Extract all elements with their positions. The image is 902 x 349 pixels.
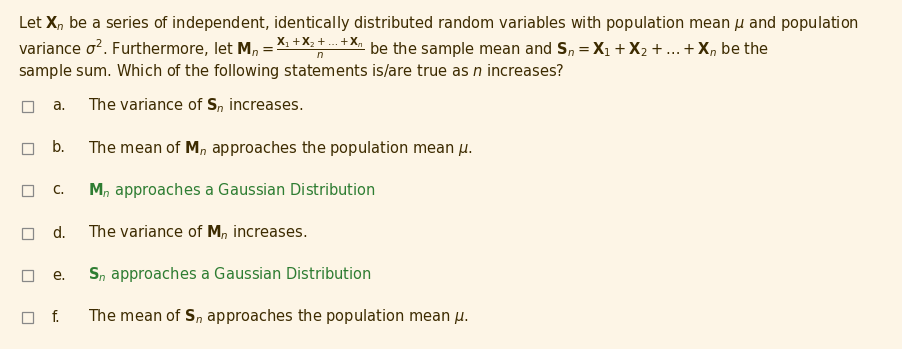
Text: c.: c. — [52, 183, 65, 198]
Text: $\mathbf{M}_n$ approaches a Gaussian Distribution: $\mathbf{M}_n$ approaches a Gaussian Dis… — [88, 180, 376, 200]
Text: a.: a. — [52, 98, 66, 113]
Bar — [22, 269, 33, 281]
Text: The mean of $\mathbf{S}_n$ approaches the population mean $\mu$.: The mean of $\mathbf{S}_n$ approaches th… — [88, 307, 469, 327]
Text: The variance of $\mathbf{M}_n$ increases.: The variance of $\mathbf{M}_n$ increases… — [88, 224, 308, 242]
Text: The mean of $\mathbf{M}_n$ approaches the population mean $\mu$.: The mean of $\mathbf{M}_n$ approaches th… — [88, 139, 473, 157]
Text: e.: e. — [52, 267, 66, 282]
Bar — [22, 312, 33, 322]
Text: b.: b. — [52, 141, 66, 156]
Text: Let $\mathbf{X}_n$ be a series of independent, identically distributed random va: Let $\mathbf{X}_n$ be a series of indepe… — [18, 14, 859, 33]
Bar — [22, 185, 33, 195]
Text: variance $\sigma^2$. Furthermore, let $\mathbf{M}_n = \frac{\mathbf{X}_1+\mathbf: variance $\sigma^2$. Furthermore, let $\… — [18, 36, 769, 61]
Bar — [22, 142, 33, 154]
Text: The variance of $\mathbf{S}_n$ increases.: The variance of $\mathbf{S}_n$ increases… — [88, 97, 303, 116]
Bar — [22, 101, 33, 111]
Bar — [22, 228, 33, 238]
Text: d.: d. — [52, 225, 66, 240]
Text: sample sum. Which of the following statements is/are true as $n$ increases?: sample sum. Which of the following state… — [18, 62, 565, 81]
Text: f.: f. — [52, 310, 60, 325]
Text: $\mathbf{S}_n$ approaches a Gaussian Distribution: $\mathbf{S}_n$ approaches a Gaussian Dis… — [88, 266, 372, 284]
